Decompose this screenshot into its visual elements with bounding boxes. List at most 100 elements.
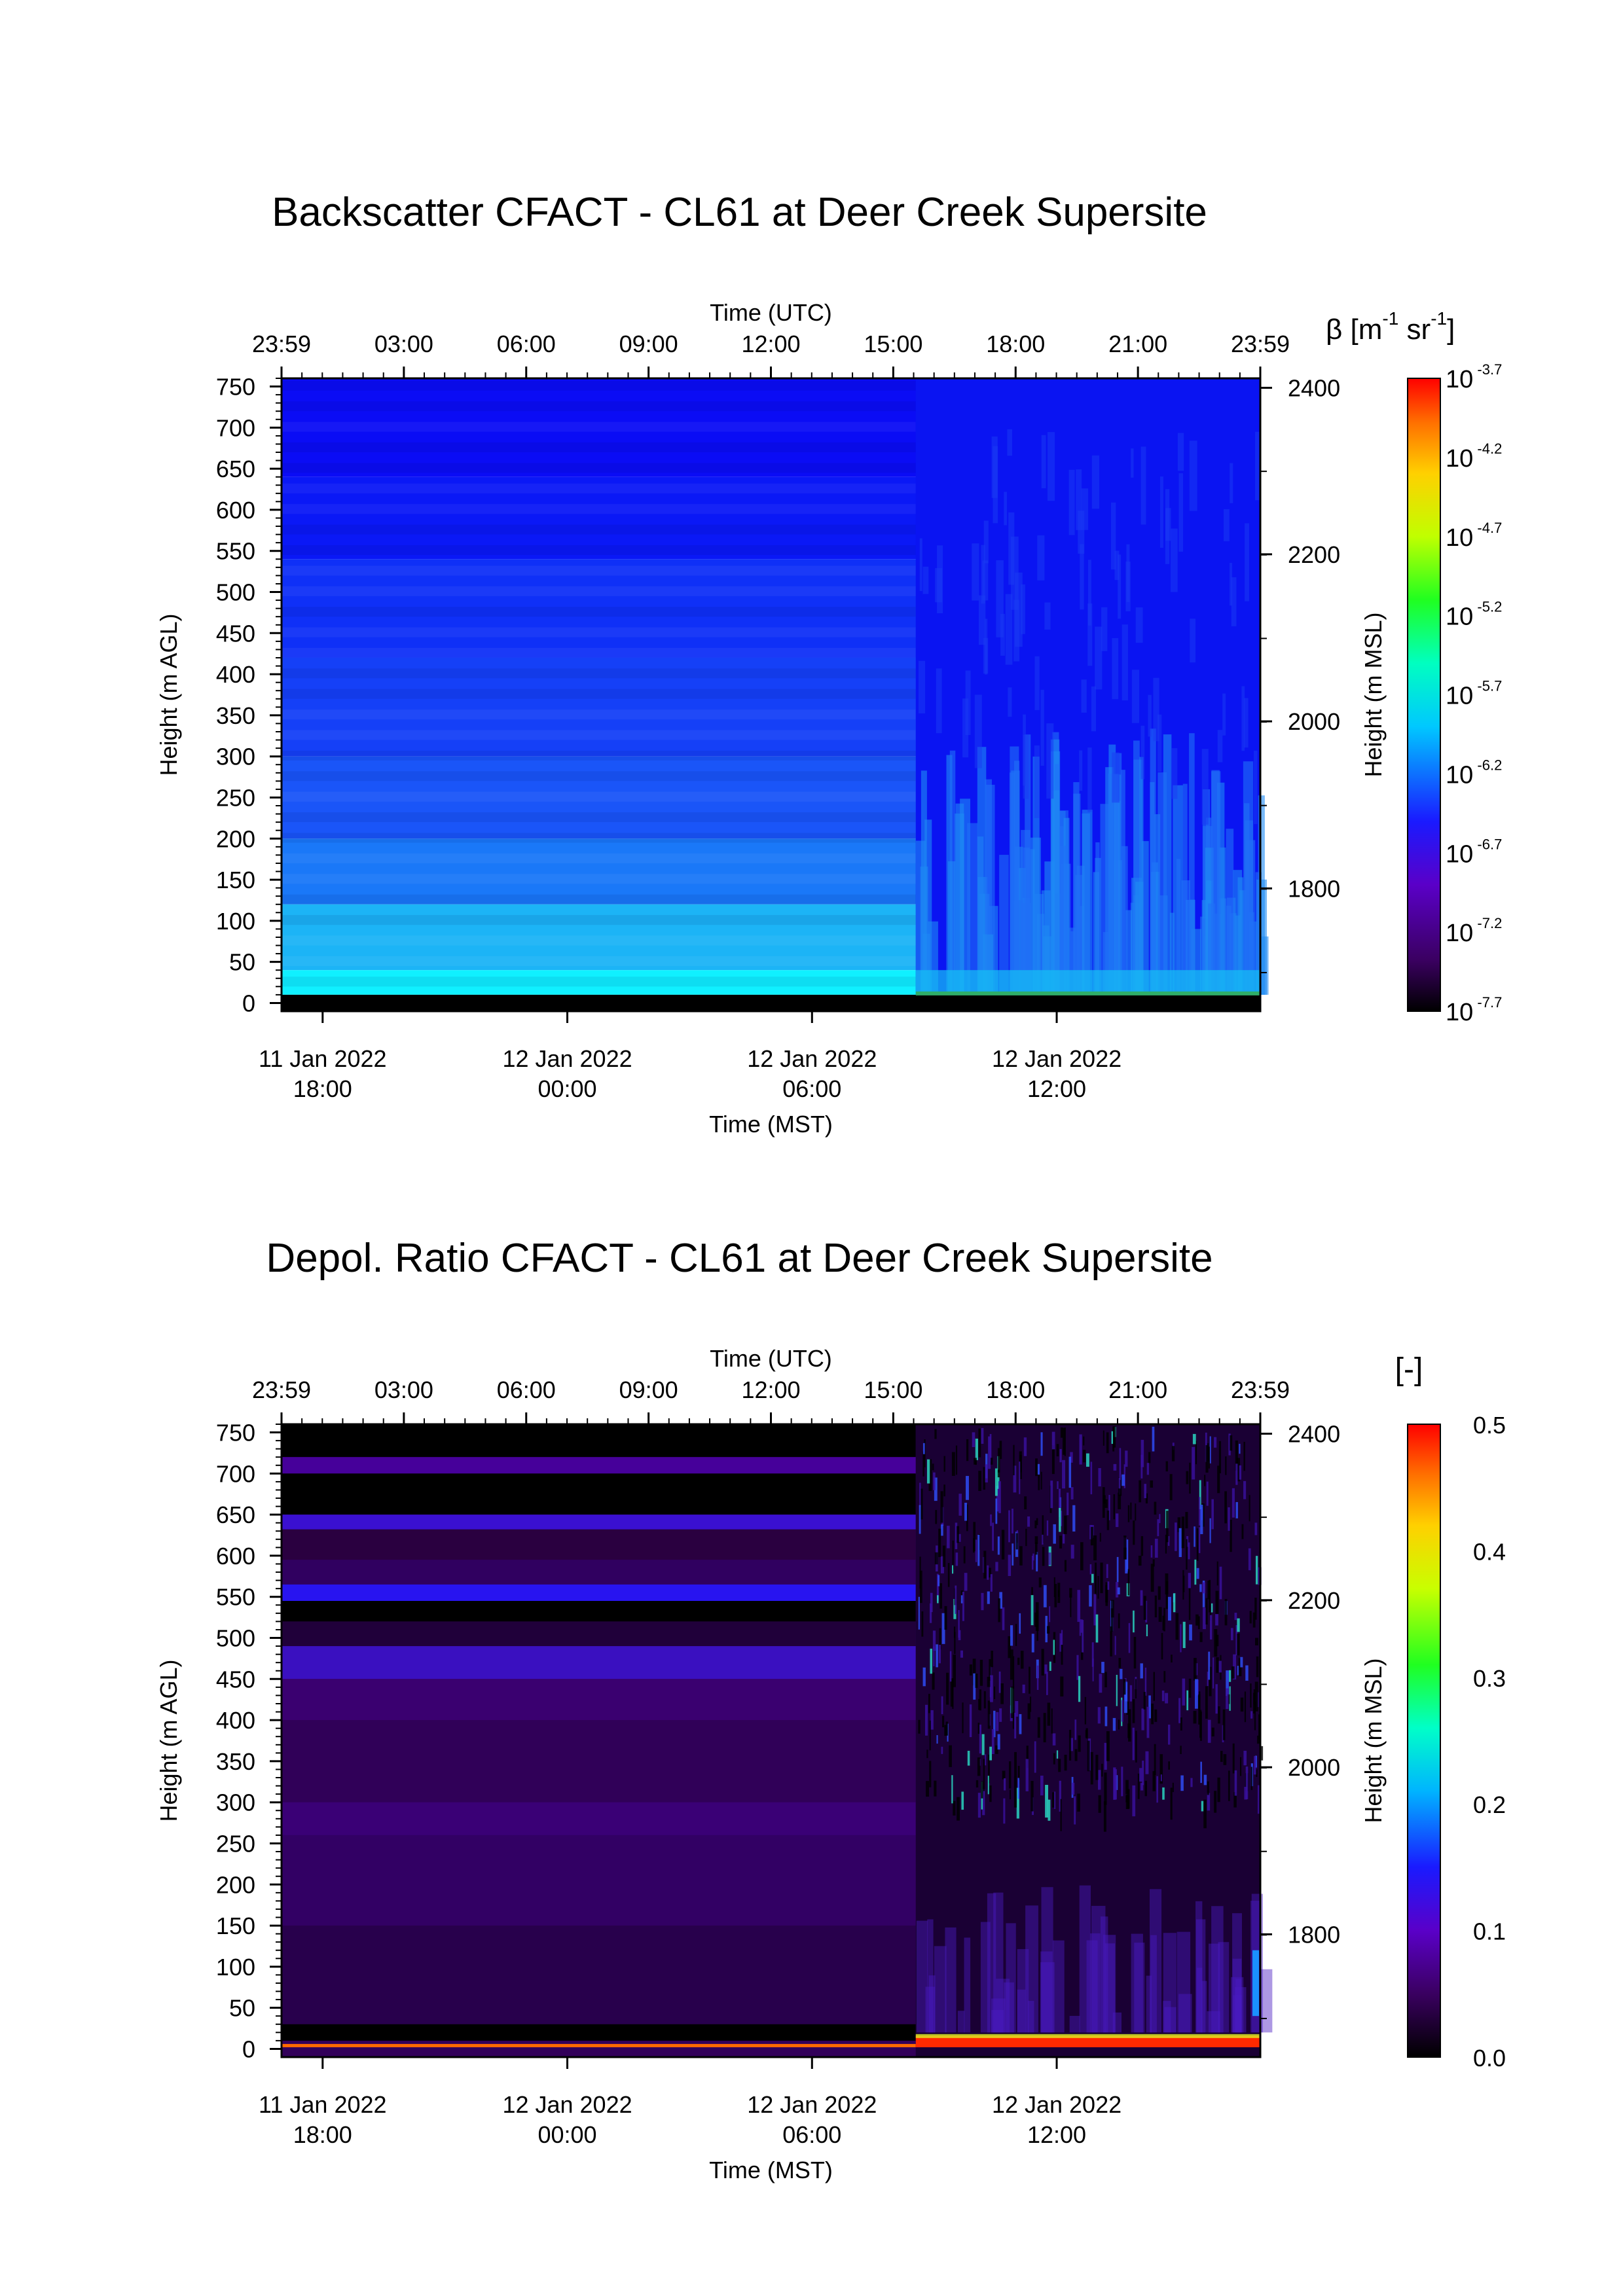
heatmap-speckle [1019,1462,1021,1494]
heatmap-speckle [973,1673,976,1700]
heatmap-speckle [934,1477,938,1501]
heatmap-speckle [1249,1611,1252,1624]
colorbar-frame [1407,1424,1441,2058]
heatmap-speckle [1031,1555,1034,1570]
heatmap-speckle [955,1522,958,1549]
heatmap-speckle [990,1675,993,1702]
heatmap-speckle [1178,1698,1181,1723]
heatmap-speckle [1003,1798,1006,1824]
heatmap-speckle [963,1546,966,1564]
heatmap-speckle [937,1595,939,1604]
heatmap-speckle [998,1481,1001,1513]
heatmap-speckle [1237,1458,1240,1482]
heatmap-speckle [1200,1761,1202,1784]
heatmap-band [282,380,916,391]
heatmap-speckle [1082,1450,1086,1463]
y-axis-right: 1800 2000 2200 2400 Height (m MSL) [1260,375,1387,974]
heatmap-speckle [1010,1625,1013,1646]
heatmap-speckle [960,1650,964,1658]
heatmap-speckle [1095,1562,1097,1596]
heatmap-speckle [1186,1471,1189,1484]
heatmap-streak [1076,469,1082,530]
heatmap-speckle [1061,1630,1063,1645]
x-bottom-tick-time: 06:00 [782,1075,841,1102]
heatmap-speckle [928,1693,930,1713]
heatmap-band [282,463,916,473]
heatmap-speckle [1091,1642,1094,1667]
heatmap-streak [1004,492,1008,526]
heatmap-speckle [1000,1683,1004,1704]
y-tick-label: 500 [216,1625,255,1652]
heatmap-speckle [1132,1785,1136,1817]
heatmap-streak [1189,440,1197,511]
heatmap-speckle [1057,1481,1059,1490]
heatmap-speckle [1219,1566,1222,1600]
heatmap-speckle [1132,1699,1135,1723]
heatmap-streak [1041,435,1046,489]
heatmap-speckle [989,1785,992,1803]
heatmap-layer [282,1424,916,1458]
heatmap-speckle [1111,1600,1114,1618]
y-tick-label: 750 [216,1420,255,1446]
heatmap-speckle [1240,1657,1243,1668]
heatmap-speckle [1070,1452,1073,1463]
heatmap-speckle [992,1522,994,1551]
y-tick-label: 0 [242,990,255,1016]
heatmap-streak [1146,1975,1152,2033]
heatmap-speckle [977,1757,981,1776]
y-tick-label: 400 [216,661,255,688]
heatmap-speckle [1042,1534,1044,1545]
heatmap-speckle [1012,1543,1014,1566]
heatmap-speckle [1125,1681,1128,1702]
heatmap-speckle [1121,1700,1123,1722]
heatmap-band [282,504,916,514]
heatmap-speckle [918,1596,920,1630]
heatmap-speckle [934,1780,937,1797]
heatmap-speckle [1030,1780,1034,1812]
y-right-tick-label: 1800 [1288,1921,1340,1948]
heatmap-streak [1164,2007,1176,2033]
y-tick-label: 300 [216,744,255,770]
y-right-tick-label: 2400 [1288,375,1340,402]
heatmap-speckle [929,1603,932,1623]
heatmap-streak [1013,761,1020,995]
heatmap-streak [1010,536,1019,610]
heatmap-streak [1023,714,1026,786]
heatmap-streak [1095,626,1103,690]
x-bottom-axis-label: Time (MST) [709,2157,833,2183]
heatmap-speckle [1161,1690,1165,1702]
y-axis-left: 0 50 100 150 200 250 300 350 400 450 500 550 600 650 7… [155,374,282,1016]
heatmap-speckle [1161,1632,1163,1660]
heatmap-speckle [1010,1649,1013,1680]
heatmap-speckle [1115,1513,1119,1528]
heatmap-speckle [994,1468,998,1496]
heatmap-speckle [930,1592,933,1613]
heatmap-speckle [966,1504,968,1532]
y-axis-left: 0 50 100 150 200 250 300 350 400 450 500 550 600 650 7… [155,1420,282,2062]
heatmap-speckle [1143,1596,1146,1620]
y-tick-label: 600 [216,497,255,524]
heatmap-speckle [960,1595,963,1604]
heatmap-speckle [1167,1725,1171,1745]
heatmap-speckle [933,1646,935,1666]
heatmap-speckle [1016,1787,1019,1819]
heatmap-speckle [920,1488,923,1520]
heatmap-speckle [997,1734,1000,1750]
colorbar-tick-label: 0.2 [1473,1791,1506,1818]
x-top-tick-label: 06:00 [497,331,556,357]
heatmap-speckle [961,1791,964,1810]
x-bottom-tick-date: 12 Jan 2022 [747,1045,877,1072]
heatmap-speckle [1127,1505,1130,1522]
heatmap-speckle [1239,1465,1242,1480]
heatmap-speckle [1180,1717,1182,1731]
heatmap-speckle [1194,1658,1197,1681]
heatmap-speckle [1110,1608,1113,1632]
heatmap-streak [1006,1923,1016,2033]
heatmap-speckle [934,1552,938,1565]
y-tick-label: 400 [216,1707,255,1734]
heatmap-streak [1101,607,1108,651]
heatmap-speckle [1235,1624,1238,1656]
heatmap-streak [1017,1989,1026,2033]
heatmap-speckle [1074,1796,1076,1825]
x-top-tick-label: 23:59 [252,331,311,357]
